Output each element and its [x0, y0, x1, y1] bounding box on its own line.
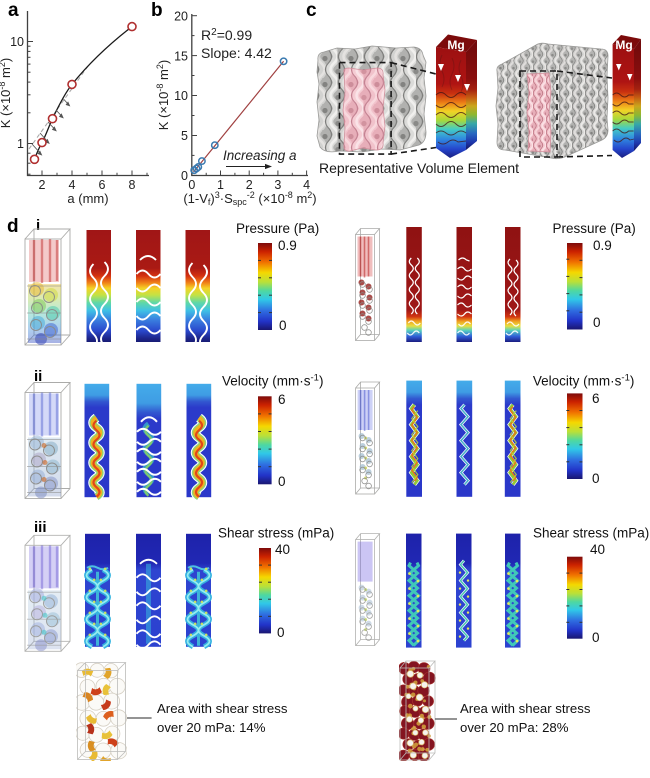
svg-text:40: 40	[590, 542, 605, 557]
svg-text:Representative Volume Element: Representative Volume Element	[319, 160, 519, 176]
svg-text:Shear stress (mPa): Shear stress (mPa)	[533, 526, 649, 541]
svg-text:10: 10	[174, 89, 188, 103]
svg-text:0.9: 0.9	[278, 238, 297, 253]
svg-text:Shear stress (mPa): Shear stress (mPa)	[218, 526, 334, 541]
svg-text:K (×10-8 m2): K (×10-8 m2)	[155, 60, 171, 131]
svg-text:R2=0.99: R2=0.99	[201, 27, 252, 44]
svg-text:Increasing a: Increasing a	[223, 148, 297, 163]
svg-text:K (×10-8 m2): K (×10-8 m2)	[0, 58, 13, 129]
svg-text:Slope: 4.42: Slope: 4.42	[201, 45, 272, 61]
svg-text:3: 3	[274, 178, 281, 192]
svg-text:i: i	[36, 217, 40, 234]
svg-text:Velocity (mm·s-1): Velocity (mm·s-1)	[533, 372, 634, 389]
svg-text:0: 0	[181, 169, 188, 183]
svg-text:Mg: Mg	[447, 38, 464, 52]
svg-text:6: 6	[278, 392, 286, 407]
svg-text:0.9: 0.9	[593, 238, 612, 253]
svg-text:Pressure (Pa): Pressure (Pa)	[236, 221, 319, 236]
svg-text:b: b	[151, 0, 163, 21]
svg-text:a (mm): a (mm)	[67, 191, 108, 206]
svg-text:2: 2	[246, 178, 253, 192]
svg-text:0: 0	[593, 315, 601, 330]
svg-text:ii: ii	[34, 368, 42, 385]
svg-text:10: 10	[10, 35, 24, 49]
svg-text:2: 2	[39, 178, 46, 192]
svg-text:a: a	[8, 0, 19, 21]
svg-text:Pressure (Pa): Pressure (Pa)	[553, 221, 636, 236]
svg-text:iii: iii	[34, 519, 47, 536]
svg-text:15: 15	[174, 49, 188, 63]
svg-text:c: c	[306, 0, 317, 21]
svg-text:1: 1	[217, 178, 224, 192]
svg-text:40: 40	[275, 542, 290, 557]
svg-text:0: 0	[279, 318, 287, 333]
svg-text:d: d	[7, 216, 19, 237]
svg-text:0: 0	[188, 178, 195, 192]
svg-text:Area with shear stress: Area with shear stress	[157, 701, 288, 716]
svg-text:6: 6	[592, 391, 600, 406]
svg-text:Area with shear stress: Area with shear stress	[460, 701, 591, 716]
svg-text:0: 0	[592, 630, 600, 645]
svg-text:8: 8	[129, 178, 136, 192]
svg-text:20: 20	[174, 10, 188, 24]
svg-text:6: 6	[99, 178, 106, 192]
svg-text:0: 0	[278, 474, 286, 489]
svg-text:over 20 mPa: 28%: over 20 mPa: 28%	[460, 720, 569, 735]
svg-text:0: 0	[277, 625, 285, 640]
svg-text:0: 0	[592, 471, 600, 486]
svg-text:4: 4	[303, 178, 310, 192]
svg-text:1: 1	[17, 137, 24, 151]
svg-text:over 20 mPa: 14%: over 20 mPa: 14%	[157, 720, 266, 735]
svg-text:Velocity (mm·s-1): Velocity (mm·s-1)	[222, 372, 323, 389]
svg-text:Mg: Mg	[615, 38, 632, 52]
svg-text:4: 4	[69, 178, 76, 192]
svg-text:5: 5	[181, 129, 188, 143]
